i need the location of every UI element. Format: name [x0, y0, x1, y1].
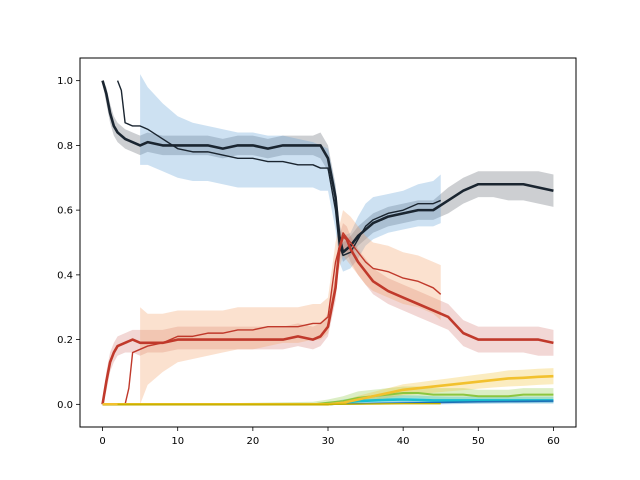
x-tick-label: 20 — [246, 436, 259, 447]
series-line-0 — [101, 80, 554, 254]
series-band-1 — [140, 74, 441, 272]
series-line-2 — [101, 234, 554, 405]
y-tick-label: 1.0 — [57, 76, 73, 87]
y-tick-label: 0.2 — [57, 335, 73, 346]
x-tick-label: 30 — [322, 436, 335, 447]
x-tick-label: 60 — [547, 436, 560, 447]
series-lines — [101, 80, 554, 406]
x-tick-label: 10 — [171, 436, 184, 447]
x-tick-label: 0 — [99, 436, 105, 447]
x-axis: 0 10 20 30 40 50 60 — [99, 427, 560, 447]
series-band-7 — [102, 368, 554, 405]
x-tick-label: 40 — [397, 436, 410, 447]
series-band-4 — [102, 386, 554, 405]
y-tick-label: 0.8 — [57, 141, 73, 152]
series-line-8 — [117, 402, 441, 406]
y-tick-label: 0.6 — [57, 206, 73, 217]
series-band-3 — [140, 210, 441, 405]
y-tick-label: 0.4 — [57, 270, 73, 281]
series-line-1 — [116, 80, 442, 257]
series-line-3 — [117, 232, 442, 406]
y-tick-label: 0.0 — [57, 400, 73, 411]
y-axis: 0.0 0.2 0.4 0.6 0.8 1.0 — [57, 76, 80, 411]
x-tick-label: 50 — [472, 436, 485, 447]
